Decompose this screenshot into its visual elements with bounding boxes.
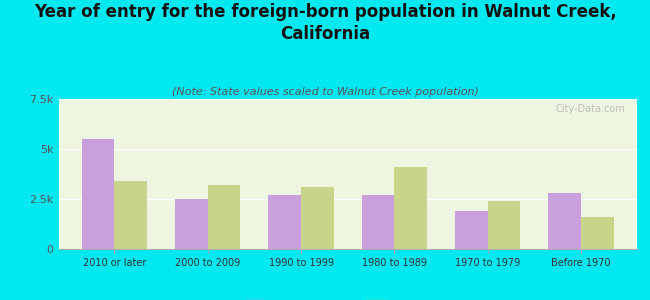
Bar [549,193,581,249]
Bar [268,195,301,249]
Bar [581,217,614,249]
Bar [488,201,521,249]
Bar [114,181,147,249]
Bar [301,187,333,249]
Bar [395,167,427,249]
Bar [362,195,395,249]
Bar [82,139,114,249]
Bar [455,211,488,249]
Bar [208,185,240,249]
Text: (Note: State values scaled to Walnut Creek population): (Note: State values scaled to Walnut Cre… [172,87,478,97]
Legend: Walnut Creek, California: Walnut Creek, California [240,297,456,300]
Text: City-Data.com: City-Data.com [556,103,625,113]
Text: Year of entry for the foreign-born population in Walnut Creek,
California: Year of entry for the foreign-born popul… [34,3,616,43]
Bar [175,199,208,249]
